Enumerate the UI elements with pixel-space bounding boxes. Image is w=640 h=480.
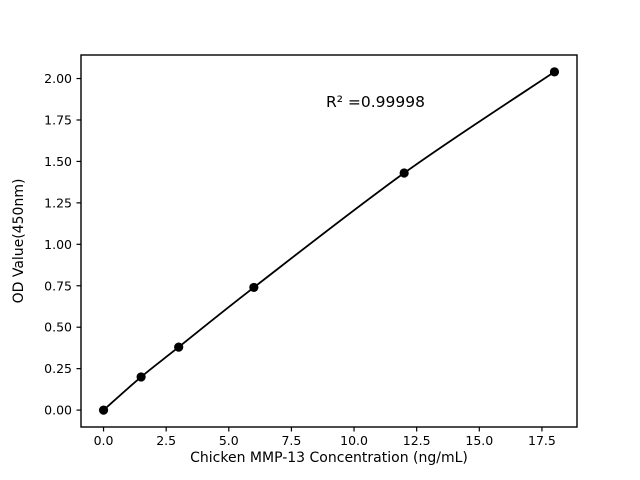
data-point (399, 168, 409, 178)
x-tick-label: 5.0 (219, 433, 239, 448)
x-tick-label: 17.5 (528, 433, 556, 448)
standard-curve-line (102, 71, 555, 411)
plot-area: 0.0 2.5 5.0 7.5 10.0 12.5 15.0 17.5 0.00 0.25 0.50… (44, 54, 578, 448)
r-squared-annotation: R² =0.99998 (326, 93, 425, 111)
x-tick-label: 15.0 (465, 433, 493, 448)
data-point (549, 67, 560, 77)
y-tick-label: 1.25 (44, 195, 72, 210)
y-tick-label: 0.75 (44, 278, 72, 293)
x-tick-label: 7.5 (281, 433, 301, 448)
y-tick-label: 0.25 (44, 361, 72, 376)
x-tick-label: 2.5 (156, 433, 176, 448)
data-point (249, 282, 259, 293)
y-tick-label: 0.00 (44, 403, 72, 418)
y-tick-label: 1.75 (44, 112, 72, 127)
data-point (136, 372, 146, 382)
y-tick-label: 2.00 (44, 71, 72, 86)
y-axis-label: OD Value(450nm) (11, 179, 27, 304)
y-tick-label: 1.50 (44, 154, 72, 169)
x-tick-label: 10.0 (340, 433, 368, 448)
x-axis-label: Chicken MMP-13 Concentration (ng/mL) (190, 450, 468, 466)
y-tick-label: 1.00 (44, 237, 72, 252)
y-tick-label: 0.50 (44, 320, 72, 335)
x-tick-label: 0.0 (94, 433, 114, 448)
x-tick-label: 12.5 (403, 433, 431, 448)
axes-frame (80, 54, 578, 428)
data-point (98, 405, 109, 415)
data-point (174, 342, 184, 352)
